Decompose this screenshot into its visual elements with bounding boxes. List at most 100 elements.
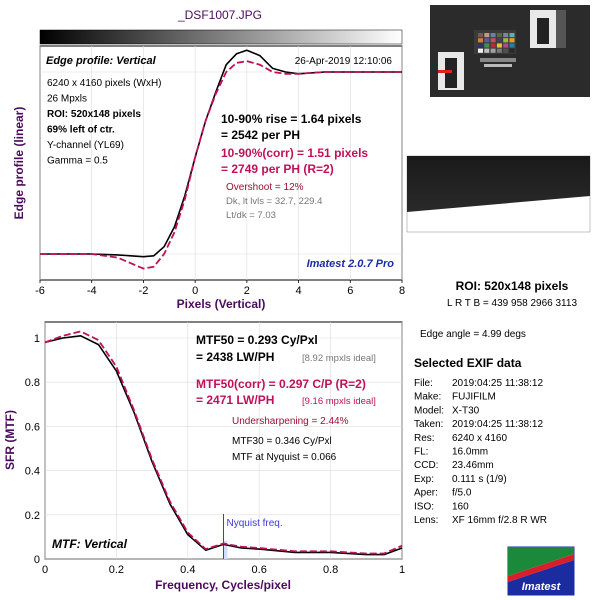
edge-angle: Edge angle = 4.99 degs: [420, 329, 526, 340]
mtf-grid: [44, 322, 403, 560]
color-patch: [496, 38, 502, 43]
logo-text: Imatest: [522, 581, 562, 593]
mtf50c-line-2: = 2471 LW/PH: [196, 393, 274, 407]
mtf-series-corrected: [44, 330, 403, 555]
test-chart-thumbnail: [430, 5, 590, 97]
exif-value: f/5.0: [452, 488, 472, 499]
exif-value: 0.111 s (1/9): [452, 474, 507, 485]
lt-dk-text: Lt/dk = 7.03: [226, 210, 276, 221]
color-patch: [503, 48, 509, 53]
edge-ylabel: Edge profile (linear): [12, 107, 26, 220]
edge-tick-label: 8: [399, 285, 405, 297]
color-patch: [503, 38, 509, 43]
roi-marker: [438, 70, 452, 73]
color-patch: [490, 48, 496, 53]
edge-info-lines: 6240 x 4160 pixels (WxH) 26 Mpxls ROI: 520…: [47, 78, 162, 167]
mtf50c-line-1: MTF50(corr) = 0.297 C/P (R=2): [196, 377, 366, 391]
edge-info-line: ROI: 520x148 pixels: [47, 109, 141, 120]
edge-tick-label: 6: [347, 285, 353, 297]
imatest-logo: Imatest: [507, 546, 575, 596]
mtf-series-measured: [44, 334, 403, 556]
exif-value: 6240 x 4160: [452, 433, 507, 444]
exif-key: CCD:: [414, 460, 438, 471]
edge-info-line: 69% left of ctr.: [47, 125, 115, 136]
color-patch: [509, 48, 515, 53]
color-patch: [509, 43, 515, 48]
color-patch: [490, 43, 496, 48]
mtf-series: [44, 330, 403, 556]
mtf-chart: 0 0.2 0.4 0.6 0.8 1 0 0.2 0.4 0.6 0.8 1 MTF50 = 0.2…: [3, 321, 405, 592]
color-patch: [503, 43, 509, 48]
color-patch: [478, 38, 483, 43]
mtf-tick-label-y: 0.2: [25, 510, 40, 522]
corr-line-1: 10-90%(corr) = 1.51 pixels: [221, 146, 368, 160]
gradient-strip: [39, 29, 403, 45]
color-patch: [484, 33, 490, 38]
mtf-tick-labels: 0 0.2 0.4 0.6 0.8 1 0 0.2 0.4 0.6 0.8 1: [25, 333, 405, 576]
mtf-xlabel: Frequency, Cycles/pixel: [155, 578, 291, 592]
color-patch: [509, 38, 515, 43]
exif-value: 23.46mm: [452, 460, 494, 471]
exif-value: 2019:04:25 11:38:12: [452, 378, 543, 389]
edge-tick-label: 4: [296, 285, 302, 297]
edge-info-line: 26 Mpxls: [47, 94, 87, 105]
edge-profile-chart: -6 -4 -2 0 2 4 6 8 Edge profile: Vertical 26-Ap…: [12, 45, 405, 311]
mtf50-ideal: [8.92 mpxls ideal]: [302, 353, 376, 364]
exif-key: Lens:: [414, 515, 438, 526]
exif-key: Model:: [414, 405, 444, 416]
color-patch: [478, 48, 483, 53]
color-patch: [484, 48, 490, 53]
mtf-tick-label-y: 1: [34, 333, 40, 345]
mtf50-line-2: = 2438 LW/PH: [196, 350, 274, 364]
mtf-tick-label-y: 0.4: [25, 466, 40, 478]
edge-tick-labels: -6 -4 -2 0 2 4 6 8: [35, 280, 405, 297]
color-patch: [509, 33, 515, 38]
edge-info-line: 6240 x 4160 pixels (WxH): [47, 78, 162, 89]
exif-value: FUJIFILM: [452, 392, 496, 403]
edge-datetime: 26-Apr-2019 12:10:06: [295, 56, 393, 67]
mtf50-line-1: MTF50 = 0.293 Cy/Pxl: [196, 333, 318, 347]
edge-plot-frame: [39, 45, 403, 281]
color-patch: [496, 33, 502, 38]
mtf-tick-label-x: 0.6: [252, 564, 267, 576]
edge-tick-label: -2: [139, 285, 149, 297]
edge-tick-label: 0: [192, 285, 198, 297]
roi-image: [406, 155, 591, 233]
mtf30-text: MTF30 = 0.346 Cy/Pxl: [232, 436, 332, 447]
color-patch: [478, 43, 483, 48]
mtf-tick-label-y: 0: [34, 554, 40, 566]
mtf-tick-label-y: 0.8: [25, 377, 40, 389]
corr-line-2: = 2749 per PH (R=2): [221, 162, 334, 176]
roi-title: ROI: 520x148 pixels: [456, 279, 569, 293]
edge-series-corrected: [40, 60, 402, 270]
color-checker: [478, 33, 515, 53]
exif-table: File: 2019:04:25 11:38:12 Make: FUJIFILM Mod…: [414, 378, 547, 526]
color-patch: [478, 33, 483, 38]
color-patch: [490, 33, 496, 38]
version-label: Imatest 2.0.7 Pro: [307, 258, 395, 270]
edge-panel-title: Edge profile: Vertical: [46, 55, 157, 67]
exif-key: Make:: [414, 392, 441, 403]
mtf-tick-label-x: 0.4: [180, 564, 195, 576]
mtf-tick-label-x: 0: [42, 564, 48, 576]
color-patch: [496, 43, 502, 48]
dk-levels-text: Dk, lt lvls = 32.7, 229.4: [226, 196, 322, 207]
color-patch: [503, 33, 509, 38]
exif-value: 2019:04:25 11:38:12: [452, 419, 543, 430]
mtf-panel-title: MTF: Vertical: [52, 537, 128, 551]
mtf-tick-label-x: 1: [399, 564, 405, 576]
edge-info-line: Gamma = 0.5: [47, 156, 108, 167]
roi-coords: L R T B = 439 958 2966 3113: [447, 298, 577, 309]
color-patch: [484, 43, 490, 48]
color-patch: [490, 38, 496, 43]
color-patch: [496, 48, 502, 53]
mtf-ylabel: SFR (MTF): [3, 410, 17, 470]
mtf50c-ideal: [9.16 mpxls ideal]: [302, 396, 376, 407]
exif-key: Exp:: [414, 474, 434, 485]
exif-key: File:: [414, 378, 433, 389]
color-patch: [484, 38, 490, 43]
exif-key: Aper:: [414, 488, 438, 499]
overshoot-text: Overshoot = 12%: [226, 182, 304, 193]
nyquist-label: Nyquist freq.: [227, 518, 283, 529]
